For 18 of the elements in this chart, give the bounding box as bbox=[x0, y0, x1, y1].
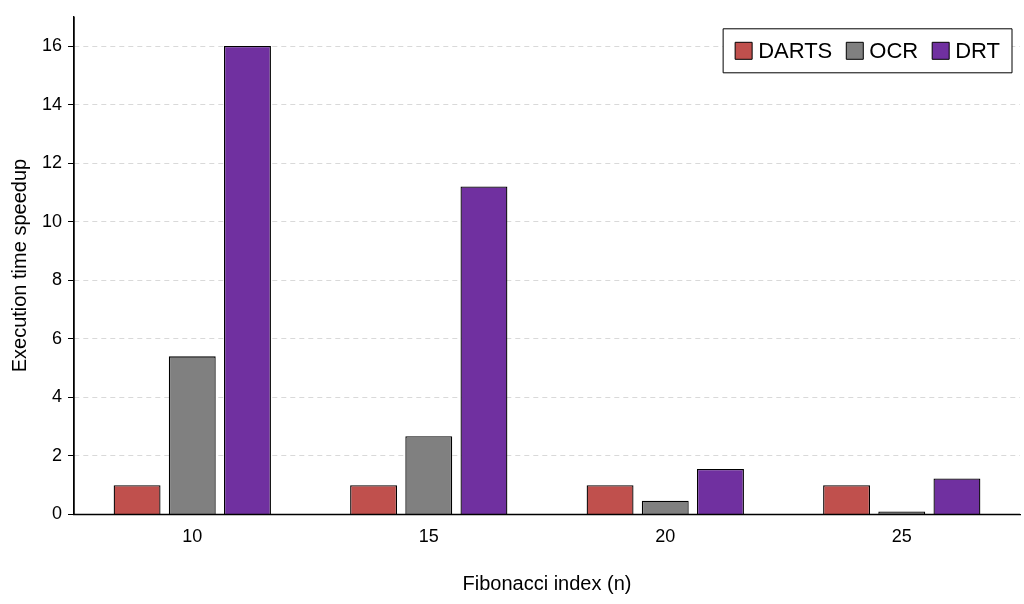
y-tick-label: 2 bbox=[52, 444, 63, 465]
y-tick-label: 8 bbox=[52, 269, 63, 290]
legend-label: OCR bbox=[869, 37, 919, 63]
y-tick-label: 16 bbox=[41, 35, 63, 56]
legend-label: DRT bbox=[955, 37, 1001, 63]
x-tick-label: 15 bbox=[418, 526, 439, 547]
y-axis-title: Execution time speedup bbox=[7, 158, 30, 373]
y-tick-label: 12 bbox=[41, 152, 63, 173]
x-tick-label: 20 bbox=[655, 526, 676, 547]
x-axis-title: Fibonacci index (n) bbox=[462, 571, 632, 594]
y-tick-label: 6 bbox=[52, 327, 63, 348]
y-tick-label: 10 bbox=[41, 210, 63, 231]
y-tick-label: 14 bbox=[41, 93, 63, 114]
x-tick-label: 25 bbox=[891, 526, 912, 547]
x-tick-label: 10 bbox=[182, 526, 203, 547]
legend-label: DARTS bbox=[758, 37, 833, 63]
y-tick-label: 4 bbox=[52, 386, 63, 407]
y-tick-label: 0 bbox=[52, 503, 63, 524]
